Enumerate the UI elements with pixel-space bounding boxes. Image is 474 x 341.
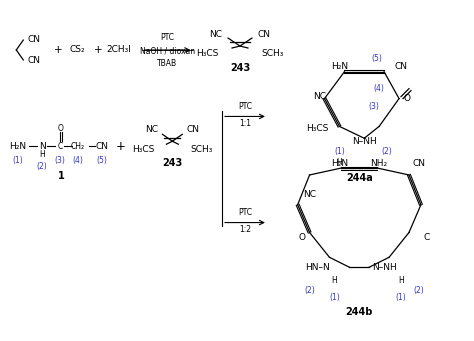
Text: (2): (2): [304, 285, 315, 295]
Text: SCH₃: SCH₃: [190, 145, 213, 154]
Text: CN: CN: [27, 56, 41, 65]
Text: O: O: [58, 124, 64, 133]
Text: N: N: [39, 142, 46, 151]
Text: H₃CS: H₃CS: [306, 124, 328, 133]
Text: O: O: [403, 94, 410, 103]
Text: (1): (1): [334, 147, 345, 155]
Text: NaOH / dioxan: NaOH / dioxan: [140, 46, 195, 56]
Text: PTC: PTC: [160, 33, 174, 42]
Text: +: +: [116, 140, 126, 153]
Text: 2CH₃I: 2CH₃I: [106, 45, 131, 55]
Text: PTC: PTC: [238, 102, 252, 111]
Text: H₂N: H₂N: [331, 62, 348, 71]
Text: (3): (3): [369, 102, 380, 111]
Text: 244a: 244a: [346, 173, 373, 183]
Text: (2): (2): [37, 162, 47, 170]
Text: O: O: [298, 233, 305, 242]
Text: N–NH: N–NH: [372, 263, 397, 272]
Text: CN: CN: [95, 142, 108, 151]
Text: C: C: [424, 233, 430, 242]
Text: H: H: [331, 276, 337, 285]
Text: 1:1: 1:1: [239, 119, 251, 128]
Text: 243: 243: [162, 158, 182, 168]
Text: HN–N: HN–N: [305, 263, 330, 272]
Text: NC: NC: [313, 92, 326, 101]
Text: (2): (2): [413, 285, 424, 295]
Text: N–NH: N–NH: [352, 137, 377, 146]
Text: CN: CN: [412, 159, 426, 167]
Text: H₃CS: H₃CS: [132, 145, 155, 154]
Text: H: H: [398, 276, 404, 285]
Text: (4): (4): [374, 84, 384, 93]
Text: (1): (1): [329, 294, 340, 302]
Text: CH₂: CH₂: [71, 142, 85, 151]
Text: CN: CN: [394, 62, 408, 71]
Text: CN: CN: [258, 30, 271, 39]
Text: (3): (3): [55, 155, 65, 165]
Text: H₂N: H₂N: [331, 159, 348, 167]
Text: 1: 1: [58, 171, 64, 181]
Text: 1:2: 1:2: [239, 225, 251, 234]
Text: H₃CS: H₃CS: [196, 49, 218, 58]
Text: H: H: [39, 150, 45, 159]
Text: NH₂: NH₂: [371, 159, 388, 167]
Text: (4): (4): [73, 155, 83, 165]
Text: H₂N: H₂N: [9, 142, 26, 151]
Text: NC: NC: [209, 30, 222, 39]
Text: 243: 243: [230, 63, 250, 73]
Text: 244b: 244b: [346, 307, 373, 317]
Text: CN: CN: [186, 125, 199, 134]
Text: (1): (1): [12, 155, 23, 165]
Text: (5): (5): [96, 155, 107, 165]
Text: (2): (2): [382, 147, 392, 155]
Text: CS₂: CS₂: [69, 45, 85, 55]
Text: C: C: [57, 142, 63, 151]
Text: PTC: PTC: [238, 208, 252, 217]
Text: NC: NC: [146, 125, 158, 134]
Text: NC: NC: [303, 190, 316, 199]
Text: H: H: [337, 158, 342, 166]
Text: +: +: [93, 45, 102, 55]
Text: (5): (5): [372, 55, 383, 63]
Text: CN: CN: [27, 34, 41, 44]
Text: +: +: [54, 45, 63, 55]
Text: SCH₃: SCH₃: [262, 49, 284, 58]
Text: (1): (1): [396, 294, 406, 302]
Text: TBAB: TBAB: [157, 59, 177, 69]
